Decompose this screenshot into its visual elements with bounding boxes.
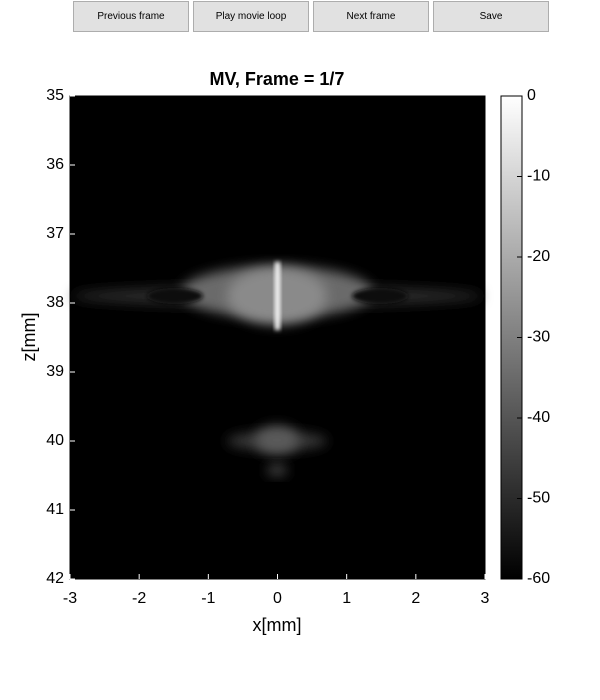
x-tick-label: -3 xyxy=(63,590,77,607)
button[interactable]: Save xyxy=(433,1,549,32)
y-tick-label: 42 xyxy=(46,570,64,587)
x-tick-label: 3 xyxy=(481,590,490,607)
image-content xyxy=(72,262,482,476)
y-tick-label: 36 xyxy=(46,156,64,173)
button[interactable]: Play movie loop xyxy=(193,1,309,32)
y-tick-label: 35 xyxy=(46,87,64,104)
y-tick-label: 40 xyxy=(46,432,64,449)
x-tick-label: 1 xyxy=(342,590,351,607)
image-background xyxy=(70,96,485,579)
colorbar-tick-label: -60 xyxy=(527,570,550,587)
x-tick-label: -2 xyxy=(132,590,146,607)
colorbar-tick-label: -50 xyxy=(527,490,550,507)
x-axis-label: x[mm] xyxy=(253,615,302,635)
y-tick-label: 39 xyxy=(46,363,64,380)
colorbar-tick-label: -20 xyxy=(527,248,550,265)
colorbar-tick-label: -40 xyxy=(527,409,550,426)
x-tick-label: 2 xyxy=(411,590,420,607)
chart-title: MV, Frame = 1/7 xyxy=(210,69,345,89)
x-tick-label: 0 xyxy=(273,590,282,607)
colorbar-tick-label: 0 xyxy=(527,87,536,104)
colorbar-tick-label: -30 xyxy=(527,329,550,346)
button[interactable]: Previous frame xyxy=(73,1,189,32)
y-tick-label: 41 xyxy=(46,501,64,518)
button[interactable]: Next frame xyxy=(313,1,429,32)
y-axis-label: z[mm] xyxy=(19,313,39,362)
colorbar-tick-label: -10 xyxy=(527,168,550,185)
x-tick-label: -1 xyxy=(201,590,215,607)
y-tick-label: 38 xyxy=(46,294,64,311)
y-tick-label: 37 xyxy=(46,225,64,242)
